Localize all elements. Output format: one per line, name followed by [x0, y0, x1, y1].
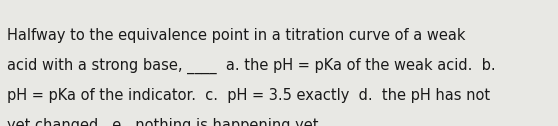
Text: yet changed.  e.  nothing is happening yet.: yet changed. e. nothing is happening yet…: [7, 118, 324, 126]
Text: Halfway to the equivalence point in a titration curve of a weak: Halfway to the equivalence point in a ti…: [7, 28, 466, 43]
Text: pH = pKa of the indicator.  c.  pH = 3.5 exactly  d.  the pH has not: pH = pKa of the indicator. c. pH = 3.5 e…: [7, 88, 490, 103]
Text: acid with a strong base, ____  a. the pH = pKa of the weak acid.  b.: acid with a strong base, ____ a. the pH …: [7, 58, 496, 74]
